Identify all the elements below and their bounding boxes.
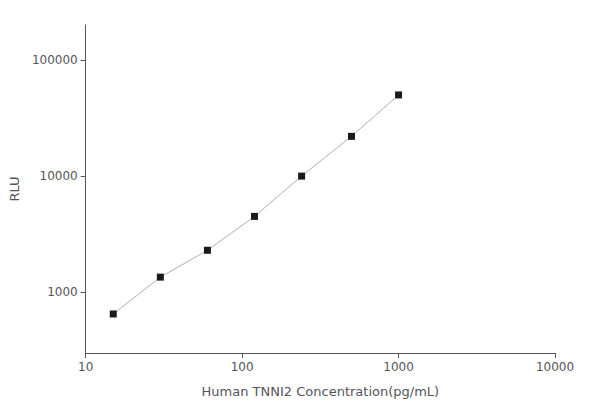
- svg-text:100000: 100000: [32, 53, 78, 67]
- svg-text:100: 100: [231, 360, 254, 374]
- svg-text:1000: 1000: [47, 285, 78, 299]
- svg-text:10000: 10000: [40, 169, 78, 183]
- svg-text:Human TNNI2 Concentration(pg/m: Human TNNI2 Concentration(pg/mL): [202, 384, 440, 399]
- svg-text:RLU: RLU: [7, 176, 22, 201]
- svg-text:1000: 1000: [383, 360, 414, 374]
- svg-text:10: 10: [78, 360, 93, 374]
- svg-text:10000: 10000: [536, 360, 574, 374]
